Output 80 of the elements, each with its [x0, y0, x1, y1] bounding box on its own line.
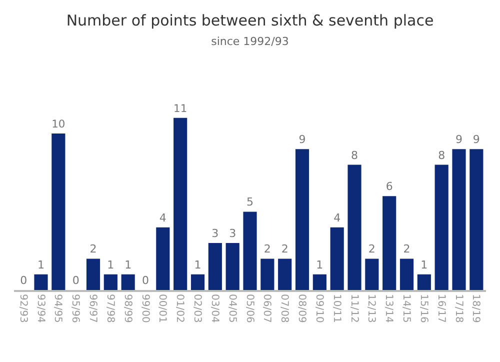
- bar: [52, 133, 66, 290]
- x-tick-label: 18/19: [470, 294, 482, 323]
- data-label: 1: [37, 258, 44, 272]
- bar: [243, 212, 257, 290]
- data-label: 2: [90, 242, 97, 256]
- data-label: 1: [194, 258, 202, 272]
- chart-subtitle: since 1992/93: [211, 34, 289, 48]
- x-tick-label: 05/06: [244, 294, 255, 323]
- data-label: 9: [298, 133, 306, 146]
- x-tick-label: 02/03: [192, 294, 202, 323]
- x-tick-label: 10/11: [330, 294, 342, 323]
- x-tick-label: 09/10: [313, 294, 324, 323]
- x-tick-label: 04/05: [226, 294, 238, 323]
- x-tick-label: 17/18: [452, 294, 464, 323]
- x-tick-label: 98/99: [122, 294, 133, 323]
- x-tick-label: 12/13: [366, 294, 377, 323]
- bar: [452, 149, 466, 290]
- x-tick-label: 94/95: [52, 294, 64, 323]
- data-label: 0: [142, 274, 149, 287]
- data-label: 1: [316, 258, 324, 272]
- x-tick-label: 01/02: [174, 294, 186, 323]
- bar: [400, 258, 414, 290]
- bar: [365, 258, 379, 290]
- chart-title: Number of points between sixth & seventh place: [66, 11, 434, 30]
- bar: [295, 149, 310, 290]
- bar: [121, 274, 135, 290]
- data-label: 8: [438, 148, 446, 162]
- bar: [34, 274, 48, 290]
- data-label: 0: [72, 274, 80, 287]
- data-label: 1: [107, 258, 114, 272]
- x-tick-label: 92/93: [17, 294, 28, 323]
- data-label: 11: [174, 102, 188, 115]
- data-label: 9: [472, 133, 480, 146]
- data-label: 4: [334, 211, 341, 224]
- bar: [470, 149, 484, 290]
- bar: [312, 274, 326, 290]
- x-tick-label: 96/97: [87, 294, 98, 323]
- data-label: 2: [281, 242, 288, 256]
- x-tick-label: 03/04: [208, 294, 220, 323]
- x-tick-label: 00/01: [156, 294, 168, 323]
- x-tick-label: 08/09: [296, 294, 307, 323]
- bar: [348, 164, 362, 290]
- bar: [278, 258, 292, 290]
- data-label: 0: [20, 274, 28, 287]
- bar: [86, 258, 100, 290]
- bar: [156, 227, 170, 290]
- bar: [104, 274, 118, 290]
- bar: [330, 227, 344, 290]
- data-label: 1: [124, 258, 132, 272]
- x-tick-label: 99/00: [139, 294, 150, 323]
- data-label: 5: [246, 196, 254, 209]
- data-label: 3: [212, 227, 219, 240]
- data-label: 1: [420, 258, 428, 272]
- x-tick-label: 97/98: [104, 294, 116, 323]
- bar: [208, 243, 222, 290]
- bar: [190, 274, 205, 290]
- x-tick-label: 07/08: [278, 294, 290, 323]
- data-label: 4: [159, 211, 166, 224]
- x-tick-label: 15/16: [418, 294, 429, 323]
- bar: [417, 274, 431, 290]
- x-tick-label: 11/12: [348, 294, 360, 323]
- data-label: 8: [351, 148, 358, 162]
- data-label: 2: [403, 242, 410, 256]
- data-label: 3: [229, 227, 236, 240]
- data-label: 9: [456, 133, 463, 146]
- data-label: 10: [52, 118, 66, 131]
- data-label: 6: [386, 180, 393, 194]
- x-tick-label: 16/17: [435, 294, 446, 323]
- bar: [382, 196, 396, 290]
- bar: [226, 243, 240, 290]
- x-tick-label: 13/14: [383, 294, 394, 323]
- x-tick-label: 06/07: [261, 294, 272, 323]
- bar: [434, 164, 448, 290]
- data-label: 2: [264, 242, 271, 256]
- x-tick-label: 93/94: [34, 294, 46, 323]
- bar: [174, 118, 188, 290]
- x-tick-label: 95/96: [70, 294, 81, 323]
- x-tick-label: 14/15: [400, 294, 412, 323]
- bar: [260, 258, 274, 290]
- data-label: 2: [368, 242, 376, 256]
